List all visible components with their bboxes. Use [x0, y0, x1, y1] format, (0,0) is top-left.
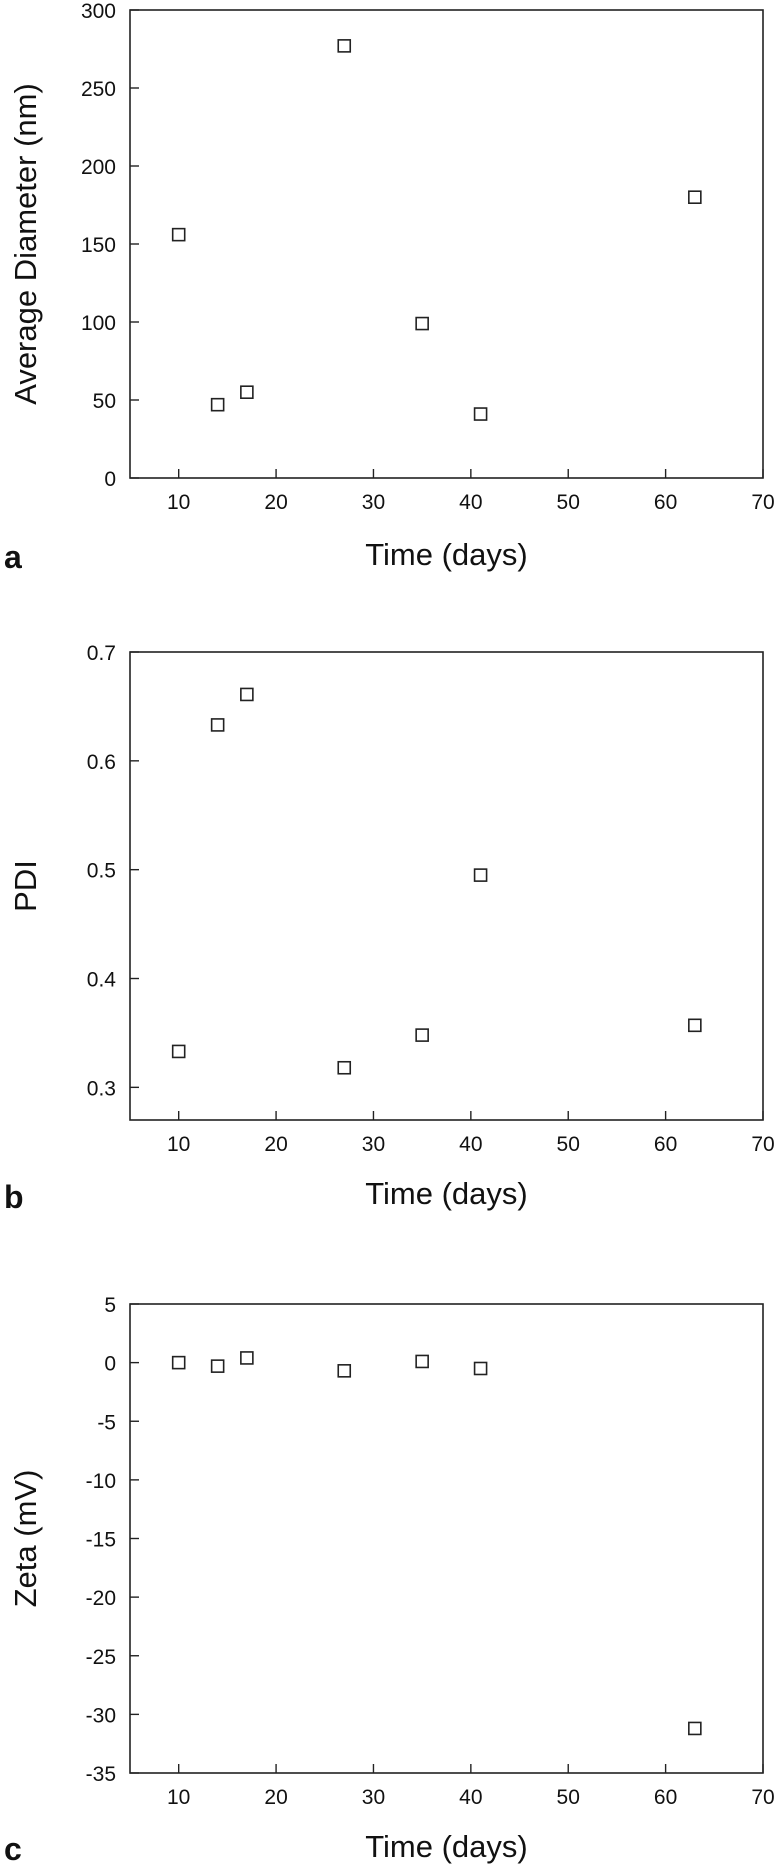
x-tick-label: 40: [459, 491, 482, 514]
data-point: [473, 407, 488, 421]
x-tick-label: 20: [264, 1786, 287, 1809]
x-tick-label: 70: [751, 1133, 774, 1156]
y-tick-label: 0.3: [87, 1077, 116, 1100]
data-point: [473, 868, 488, 882]
y-tick-label: 300: [81, 0, 116, 23]
x-tick-label: 30: [362, 491, 385, 514]
data-point: [415, 316, 429, 331]
panel-letter: a: [4, 539, 22, 575]
x-tick-label: 30: [362, 1786, 385, 1809]
data-point: [337, 1060, 352, 1075]
x-axis-title: Time (days): [365, 537, 527, 572]
y-tick-label: -30: [86, 1704, 116, 1727]
data-point: [473, 1361, 488, 1376]
x-tick-label: 10: [167, 1133, 190, 1156]
y-axis-title: Zeta (mV): [8, 1470, 43, 1608]
x-tick-label: 60: [654, 1786, 677, 1809]
y-tick-label: 0: [104, 1353, 116, 1376]
data-point: [240, 385, 254, 400]
data-point: [210, 397, 225, 412]
data-point: [688, 1721, 702, 1736]
plot-frame: [129, 9, 764, 479]
x-tick-label: 20: [264, 491, 287, 514]
y-tick-label: -15: [86, 1529, 116, 1552]
y-tick-label: 200: [81, 156, 116, 179]
y-tick-label: 150: [81, 234, 116, 257]
y-tick-label: 0.6: [87, 751, 116, 774]
x-tick-label: 60: [654, 491, 677, 514]
y-tick-label: 5: [104, 1294, 116, 1317]
x-tick-label: 60: [654, 1133, 677, 1156]
x-tick-label: 40: [459, 1133, 482, 1156]
data-point: [171, 1044, 186, 1059]
y-tick-label: -35: [86, 1763, 116, 1786]
data-point: [337, 39, 352, 53]
y-tick-label: 0.7: [87, 642, 116, 665]
x-axis-title: Time (days): [365, 1176, 527, 1211]
data-point: [240, 1351, 254, 1365]
x-axis-title: Time (days): [365, 1829, 527, 1864]
x-tick-label: 30: [362, 1133, 385, 1156]
y-tick-label: 100: [81, 312, 116, 335]
data-point: [415, 1354, 429, 1369]
chart-panel-c: 10 20 30 40 50 60 7050-5-10-15-20-25-30-35Time…: [4, 1294, 774, 1865]
data-point: [688, 1018, 702, 1033]
panel-letter: c: [4, 1831, 22, 1865]
y-tick-label: 50: [93, 390, 116, 413]
data-point: [337, 1364, 352, 1378]
y-tick-label: -10: [86, 1470, 116, 1493]
x-tick-label: 10: [167, 491, 190, 514]
y-tick-label: 0.5: [87, 860, 116, 883]
x-tick-label: 50: [557, 491, 580, 514]
y-axis-title: PDI: [8, 860, 43, 912]
data-point: [171, 1355, 186, 1370]
y-tick-label: 0.4: [87, 969, 117, 992]
y-tick-label: 0: [104, 468, 116, 491]
data-point: [210, 1359, 225, 1373]
chart-panel-a: 10 20 30 40 50 60 70 0 50 100 150 200 250 300 Time (da…: [4, 0, 774, 575]
x-tick-label: 10: [167, 1786, 190, 1809]
data-point: [240, 687, 254, 702]
x-tick-label: 50: [557, 1133, 580, 1156]
x-tick-label: 70: [751, 491, 774, 514]
chart-panel-b: 10 20 30 40 50 60 70 0.3 0.4 0.5 0.6 0.7 Time (days)…: [4, 642, 774, 1215]
plot-frame: [129, 1303, 764, 1774]
y-tick-label: -20: [86, 1587, 116, 1610]
x-tick-label: 20: [264, 1133, 287, 1156]
data-point: [688, 190, 702, 204]
y-tick-label: -5: [97, 1411, 116, 1434]
x-tick-label: 70: [751, 1786, 774, 1809]
y-tick-label: 250: [81, 78, 116, 101]
data-point: [171, 227, 186, 242]
plot-frame: [129, 651, 764, 1121]
x-tick-label: 40: [459, 1786, 482, 1809]
x-tick-label: 50: [557, 1786, 580, 1809]
panel-letter: b: [4, 1179, 24, 1215]
y-axis-title: Average Diameter (nm): [8, 83, 43, 405]
data-point: [210, 718, 225, 732]
y-tick-label: -25: [86, 1646, 116, 1669]
data-point: [415, 1028, 429, 1042]
